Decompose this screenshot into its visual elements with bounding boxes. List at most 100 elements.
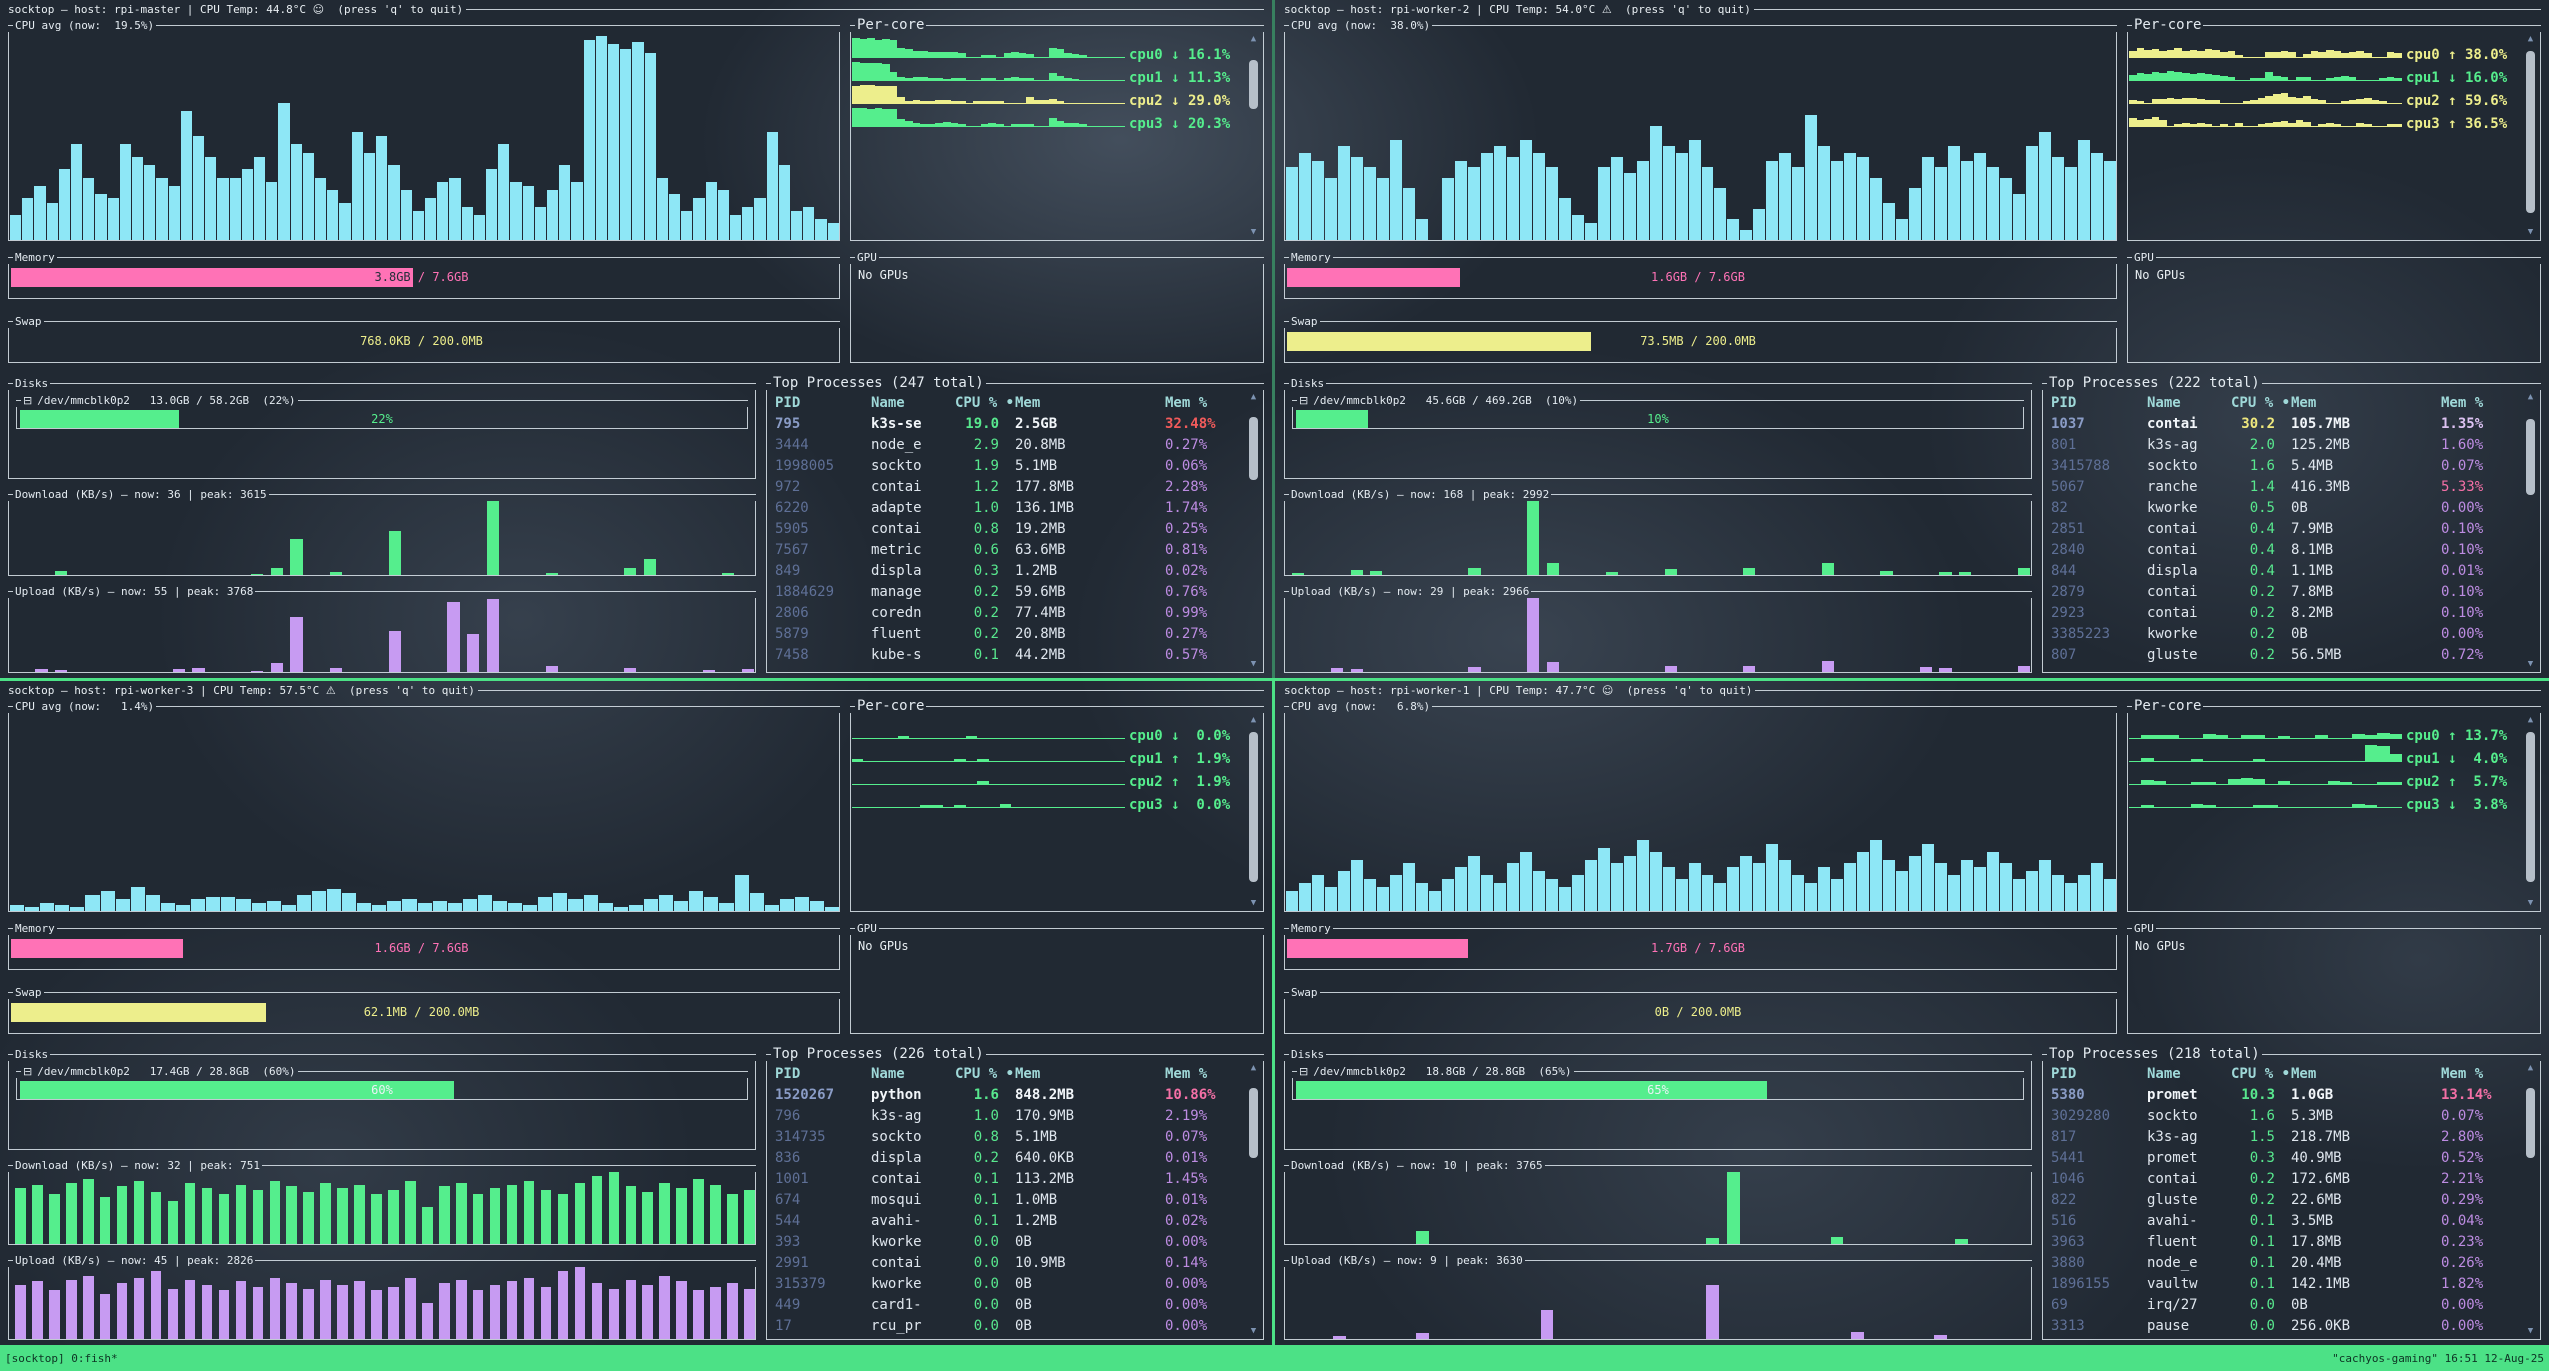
scroll-thumb[interactable] [2526,51,2535,214]
pane-divider-horizontal[interactable] [0,678,2549,681]
core-label: cpu1 ↓ 4.0% [2406,751,2508,767]
chart-bar [1433,1267,1454,1339]
top-processes-box: Top Processes (218 total) PID Name CPU % •… [2042,1047,2541,1340]
column-header[interactable]: CPU % • [2231,395,2291,411]
chart-bar [988,107,996,126]
pane-rpi-worker-1[interactable]: socktop — host: rpi-worker-1 | CPU Temp:… [1276,681,2549,1345]
scroll-down-icon[interactable]: ▼ [2527,1326,2534,1336]
cpu-avg-title: CPU avg (now: 6.8%) [1291,700,1431,713]
scroll-thumb[interactable] [1249,1087,1258,1158]
column-header[interactable]: Name [2147,395,2181,411]
pane-rpi-master[interactable]: socktop — host: rpi-master | CPU Temp: 4… [0,0,1272,678]
process-scrollbar[interactable]: ▲ ▼ [1247,1064,1260,1336]
scroll-up-icon[interactable]: ▲ [2527,1063,2534,1073]
process-scrollbar[interactable]: ▲ ▼ [2524,393,2537,669]
scroll-thumb[interactable] [1249,60,1258,109]
chart-bar [266,1172,283,1244]
scroll-down-icon[interactable]: ▼ [1250,227,1257,237]
column-header[interactable]: Mem % [2441,1066,2484,1082]
pane-rpi-worker-3[interactable]: socktop — host: rpi-worker-3 | CPU Temp:… [0,681,1272,1345]
scroll-track[interactable] [1249,46,1258,226]
chart-bar [436,1172,453,1244]
process-name: k3s-ag [871,1108,922,1124]
scroll-up-icon[interactable]: ▲ [1250,715,1257,725]
process-mem: 256.0KB [2291,1318,2351,1334]
scroll-thumb[interactable] [1249,416,1258,481]
scroll-thumb[interactable] [2526,419,2535,496]
chart-bar [71,501,91,575]
scroll-up-icon[interactable]: ▲ [1250,34,1257,44]
chart-bar [1818,32,1831,240]
column-header[interactable]: Mem % [1165,1066,1208,1082]
scroll-track[interactable] [2526,404,2535,658]
column-header[interactable]: CPU % • [2231,1066,2291,1082]
chart-bar [2295,84,2304,103]
column-header[interactable]: PID [2051,1066,2077,1082]
chart-bar [1636,32,1650,240]
pane-rpi-worker-2[interactable]: socktop — host: rpi-worker-2 | CPU Temp:… [1276,0,2549,678]
scroll-track[interactable] [2526,46,2535,226]
column-header[interactable]: CPU % • [955,1066,1015,1082]
column-header[interactable]: CPU % • [955,395,1015,411]
per-core-scrollbar[interactable]: ▲ ▼ [2524,716,2537,908]
process-row: 2879 contai 0.2 7.8MB 0.10% [2051,582,2518,603]
column-header[interactable]: Name [2147,1066,2181,1082]
chart-bar [909,719,920,738]
chart-bar [2215,719,2229,738]
scroll-down-icon[interactable]: ▼ [1250,659,1257,669]
scroll-thumb[interactable] [2526,1087,2535,1158]
process-scrollbar[interactable]: ▲ ▼ [2524,1064,2537,1336]
column-header[interactable]: Mem [2291,1066,2317,1082]
scroll-track[interactable] [2526,1075,2535,1325]
scroll-up-icon[interactable]: ▲ [1250,392,1257,402]
scroll-down-icon[interactable]: ▼ [2527,227,2534,237]
column-header[interactable]: Mem [2291,395,2317,411]
per-core-scrollbar[interactable]: ▲ ▼ [1247,35,1260,237]
scroll-down-icon[interactable]: ▼ [1250,898,1257,908]
process-name: contai [871,521,922,537]
chart-bar [2348,84,2357,103]
column-header[interactable]: PID [775,1066,801,1082]
column-header[interactable]: Mem % [1165,395,1208,411]
column-header[interactable]: Name [871,395,905,411]
scroll-track[interactable] [1249,727,1258,897]
scroll-up-icon[interactable]: ▲ [1250,1063,1257,1073]
column-header[interactable]: Mem [1015,1066,1041,1082]
column-header[interactable]: PID [775,395,801,411]
chart-bar [1889,1267,1910,1339]
pane-divider-vertical-bottom[interactable] [1272,681,1275,1345]
per-core-scrollbar[interactable]: ▲ ▼ [1247,716,1260,908]
process-name: displa [871,563,922,579]
scroll-track[interactable] [1249,1075,1258,1325]
meter-text: 10% [1647,412,1669,426]
tmux-window-tab[interactable]: 0:fish* [71,1351,118,1365]
scroll-track[interactable] [1249,404,1258,658]
scroll-thumb[interactable] [2526,732,2535,882]
pane-divider-vertical-top[interactable] [1272,0,1275,681]
column-header[interactable]: Mem % [2441,395,2484,411]
column-header[interactable]: Mem [1015,395,1041,411]
core-sparkline [852,719,1125,739]
column-header[interactable]: Name [871,1066,905,1082]
process-mem-pct: 0.00% [1165,1234,1208,1250]
chart-bar [1311,713,1325,911]
chart-bar [346,501,366,575]
scroll-thumb[interactable] [1249,732,1258,882]
scroll-up-icon[interactable]: ▲ [2527,715,2534,725]
chart-bar [2203,719,2216,738]
chart-bar [690,1172,707,1244]
chart-bar [859,61,868,80]
scroll-up-icon[interactable]: ▲ [2527,34,2534,44]
process-mem: 172.6MB [2291,1171,2351,1187]
scroll-down-icon[interactable]: ▼ [2527,898,2534,908]
process-scrollbar[interactable]: ▲ ▼ [1247,393,1260,669]
process-cpu: 0.2 [2249,1171,2275,1187]
per-core-scrollbar[interactable]: ▲ ▼ [2524,35,2537,237]
column-header[interactable]: PID [2051,395,2077,411]
process-pid: 3385223 [2051,626,2111,642]
scroll-track[interactable] [2526,727,2535,897]
scroll-down-icon[interactable]: ▼ [1250,1326,1257,1336]
chart-bar [1916,501,1936,575]
scroll-up-icon[interactable]: ▲ [2527,392,2534,402]
scroll-down-icon[interactable]: ▼ [2527,659,2534,669]
